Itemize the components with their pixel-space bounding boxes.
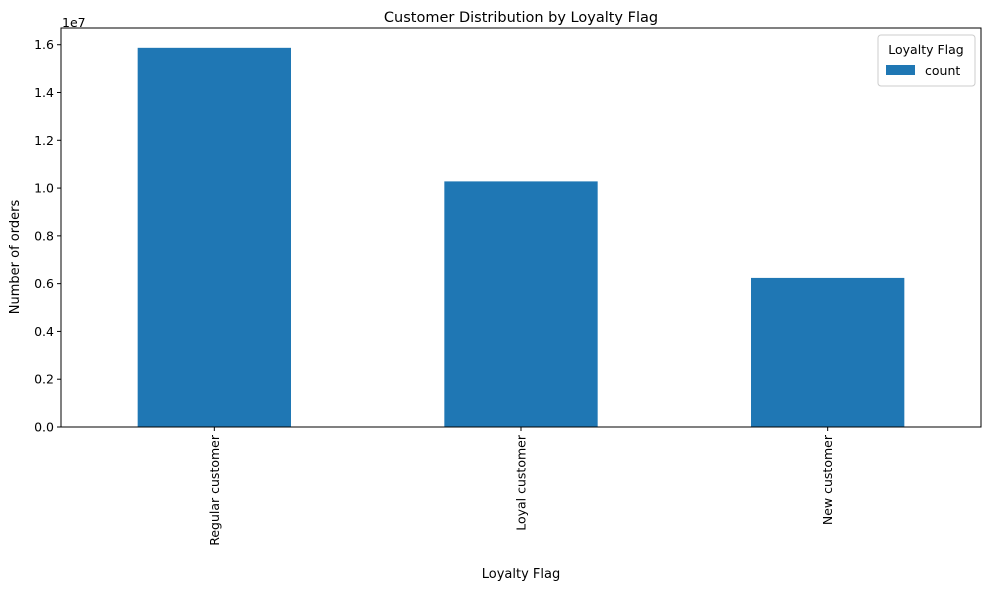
y-scale-label: 1e7 (62, 15, 86, 30)
y-tick-label: 0.8 (34, 228, 54, 243)
bars (137, 47, 905, 428)
chart-title: Customer Distribution by Loyalty Flag (384, 10, 658, 26)
y-tick-label: 1.0 (34, 181, 54, 196)
y-tick-label: 1.2 (34, 133, 54, 148)
bar (137, 47, 291, 428)
y-tick-label: 1.4 (34, 85, 54, 100)
y-axis-label: Number of orders (8, 200, 23, 315)
x-axis-label: Loyalty Flag (482, 567, 560, 582)
bar (444, 181, 598, 427)
y-ticks: 0.0 0.2 0.4 0.6 0.8 1.0 1.2 1.4 1.6 (34, 37, 61, 435)
y-tick-label: 1.6 (34, 37, 54, 52)
bar (751, 277, 905, 427)
y-tick-label: 0.6 (34, 276, 54, 291)
x-tick-label: New customer (820, 434, 835, 525)
plot-frame (60, 27, 982, 428)
y-tick-label: 0.4 (34, 324, 54, 339)
y-tick-label: 0.0 (34, 420, 54, 435)
x-tick-label: Regular customer (207, 434, 222, 546)
y-tick-label: 0.2 (34, 372, 54, 387)
x-tick-label: Loyal customer (514, 434, 529, 531)
x-ticks: Regular customer Loyal customer New custom… (207, 427, 835, 546)
legend-title: Loyalty Flag (888, 42, 963, 57)
legend: Loyalty Flag count (877, 34, 976, 87)
legend-swatch (886, 65, 915, 75)
legend-label-count: count (925, 63, 960, 78)
